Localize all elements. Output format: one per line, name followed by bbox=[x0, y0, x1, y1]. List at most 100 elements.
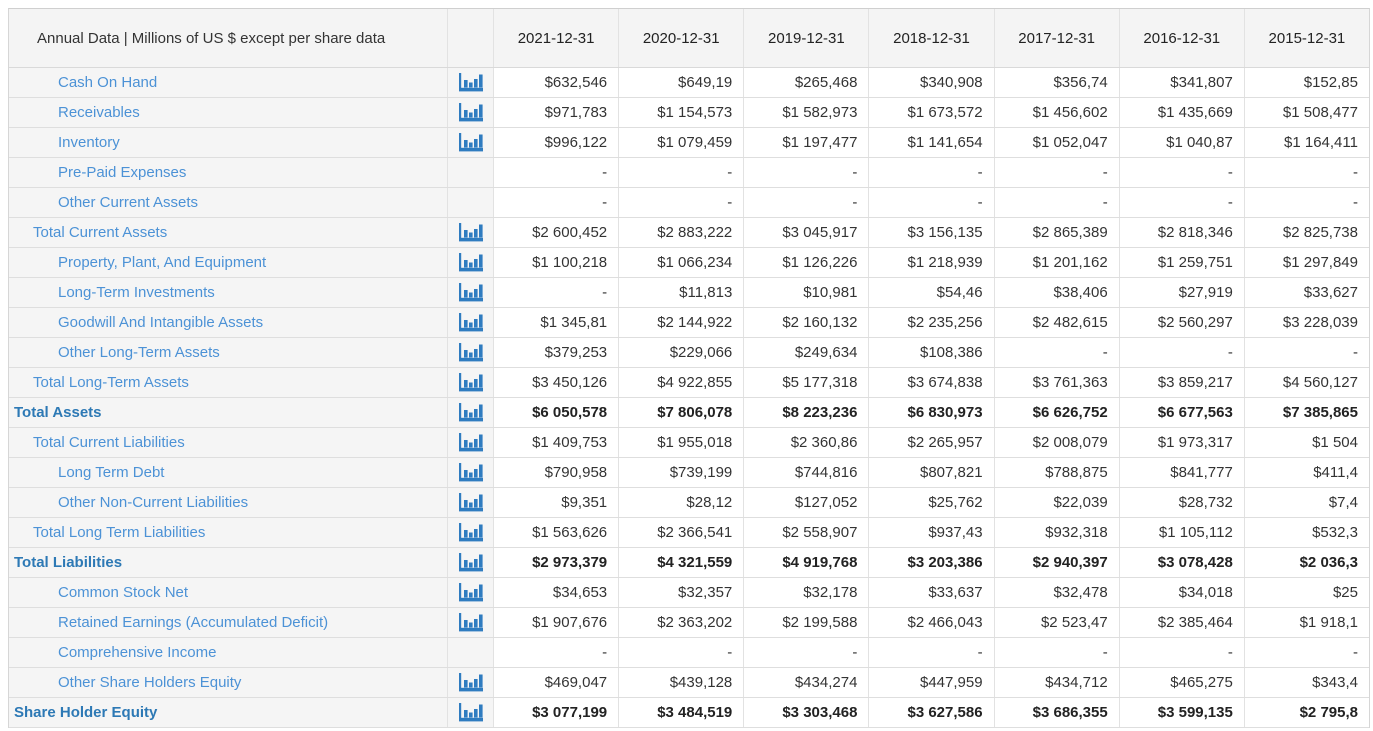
value-cell: - bbox=[618, 638, 743, 667]
value-cell: $265,468 bbox=[743, 68, 868, 97]
row-label-cell: Total Current Assets bbox=[9, 218, 447, 247]
value-cell: $25,762 bbox=[868, 488, 993, 517]
bar-chart-icon[interactable] bbox=[456, 522, 486, 544]
bar-chart-icon[interactable] bbox=[456, 462, 486, 484]
bar-chart-icon[interactable] bbox=[456, 222, 486, 244]
row-label[interactable]: Other Current Assets bbox=[58, 194, 199, 211]
bar-chart-icon[interactable] bbox=[456, 102, 486, 124]
row-label[interactable]: Total Assets bbox=[14, 404, 102, 421]
value-text: $7 385,865 bbox=[1282, 404, 1358, 421]
value-cell: $25 bbox=[1243, 578, 1369, 607]
bar-chart-icon[interactable] bbox=[456, 252, 486, 274]
value-cell: $356,74 bbox=[993, 68, 1119, 97]
value-text: $932,318 bbox=[1045, 524, 1108, 541]
value-cell: $7 385,865 bbox=[1243, 398, 1369, 427]
bar-chart-icon[interactable] bbox=[456, 582, 486, 604]
value-cell: $33,627 bbox=[1243, 278, 1369, 307]
value-cell: - bbox=[1118, 158, 1244, 187]
row-label[interactable]: Property, Plant, And Equipment bbox=[58, 254, 267, 271]
row-label[interactable]: Total Current Assets bbox=[33, 224, 168, 241]
value-cell: $807,821 bbox=[868, 458, 993, 487]
value-text: $108,386 bbox=[919, 344, 983, 361]
row-label[interactable]: Retained Earnings (Accumulated Deficit) bbox=[58, 614, 329, 631]
bar-chart-icon[interactable] bbox=[456, 282, 486, 304]
bar-chart-icon[interactable] bbox=[456, 672, 486, 694]
value-cell: $937,43 bbox=[868, 518, 993, 547]
value-text: - bbox=[977, 164, 983, 181]
table-row: Retained Earnings (Accumulated Deficit) $… bbox=[9, 608, 1369, 638]
value-text: $2 795,8 bbox=[1299, 704, 1358, 721]
value-text: - bbox=[977, 644, 983, 661]
value-cell: $4 919,768 bbox=[743, 548, 868, 577]
bar-chart-icon[interactable] bbox=[456, 492, 486, 514]
value-cell: - bbox=[743, 158, 868, 187]
row-label[interactable]: Other Share Holders Equity bbox=[58, 674, 242, 691]
table-row: Total Long Term Liabilities $1 563,626 $2 … bbox=[9, 518, 1369, 548]
bar-chart-icon[interactable] bbox=[456, 312, 486, 334]
row-label[interactable]: Other Non-Current Liabilities bbox=[58, 494, 249, 511]
bar-chart-icon[interactable] bbox=[456, 702, 486, 724]
value-cell: $2 199,588 bbox=[743, 608, 868, 637]
column-header-2016-12-31: 2016-12-31 bbox=[1118, 9, 1244, 67]
value-text: $341,807 bbox=[1170, 74, 1233, 91]
value-cell: $1 582,973 bbox=[743, 98, 868, 127]
value-text: $5 177,318 bbox=[782, 374, 858, 391]
value-text: $2 360,86 bbox=[790, 434, 858, 451]
column-header-2015-12-31: 2015-12-31 bbox=[1243, 9, 1369, 67]
chart-icon-cell bbox=[447, 98, 493, 127]
value-text: $3 599,135 bbox=[1157, 704, 1233, 721]
value-text: $1 955,018 bbox=[657, 434, 733, 451]
value-text: $34,018 bbox=[1178, 584, 1233, 601]
row-label[interactable]: Comprehensive Income bbox=[58, 644, 217, 661]
bar-chart-icon[interactable] bbox=[456, 402, 486, 424]
value-text: $25,762 bbox=[928, 494, 983, 511]
value-text: - bbox=[1227, 194, 1233, 211]
row-label[interactable]: Pre-Paid Expenses bbox=[58, 164, 187, 181]
table-row: Total Assets $6 050,578 $7 806,078 $8 223,2… bbox=[9, 398, 1369, 428]
value-text: $38,406 bbox=[1053, 284, 1108, 301]
bar-chart-icon[interactable] bbox=[456, 432, 486, 454]
bar-chart-icon[interactable] bbox=[456, 612, 486, 634]
value-cell: $2 558,907 bbox=[743, 518, 868, 547]
row-label-cell: Receivables bbox=[9, 98, 447, 127]
bar-chart-icon[interactable] bbox=[456, 132, 486, 154]
value-cell: $2 883,222 bbox=[618, 218, 743, 247]
row-label[interactable]: Inventory bbox=[58, 134, 120, 151]
value-text: $1 201,162 bbox=[1032, 254, 1108, 271]
row-label[interactable]: Long-Term Investments bbox=[58, 284, 215, 301]
bar-chart-icon[interactable] bbox=[456, 72, 486, 94]
row-label[interactable]: Other Long-Term Assets bbox=[58, 344, 220, 361]
value-cell: $3 203,386 bbox=[868, 548, 993, 577]
value-text: $2 008,079 bbox=[1032, 434, 1108, 451]
row-label-cell: Retained Earnings (Accumulated Deficit) bbox=[9, 608, 447, 637]
value-cell: $2 144,922 bbox=[618, 308, 743, 337]
row-label-cell: Other Long-Term Assets bbox=[9, 338, 447, 367]
row-label[interactable]: Cash On Hand bbox=[58, 74, 158, 91]
bar-chart-icon[interactable] bbox=[456, 552, 486, 574]
value-cell: $971,783 bbox=[493, 98, 618, 127]
value-text: $3 484,519 bbox=[657, 704, 733, 721]
row-label[interactable]: Total Long-Term Assets bbox=[33, 374, 189, 391]
chart-icon-cell bbox=[447, 68, 493, 97]
row-label-cell: Pre-Paid Expenses bbox=[9, 158, 447, 187]
row-label[interactable]: Total Current Liabilities bbox=[33, 434, 185, 451]
value-text: $3 686,355 bbox=[1032, 704, 1108, 721]
row-label[interactable]: Total Long Term Liabilities bbox=[33, 524, 206, 541]
value-text: $411,4 bbox=[1313, 464, 1358, 481]
value-cell: $1 218,939 bbox=[868, 248, 993, 277]
row-label-cell: Share Holder Equity bbox=[9, 698, 447, 727]
value-text: $1 126,226 bbox=[782, 254, 858, 271]
bar-chart-icon[interactable] bbox=[456, 372, 486, 394]
row-label[interactable]: Total Liabilities bbox=[14, 554, 123, 571]
value-text: - bbox=[602, 284, 608, 301]
bar-chart-icon[interactable] bbox=[456, 342, 486, 364]
value-cell: - bbox=[993, 158, 1119, 187]
value-text: $1 040,87 bbox=[1166, 134, 1233, 151]
row-label[interactable]: Common Stock Net bbox=[58, 584, 189, 601]
row-label[interactable]: Long Term Debt bbox=[58, 464, 165, 481]
row-label[interactable]: Goodwill And Intangible Assets bbox=[58, 314, 264, 331]
value-cell: $2 363,202 bbox=[618, 608, 743, 637]
value-cell: $127,052 bbox=[743, 488, 868, 517]
row-label[interactable]: Receivables bbox=[58, 104, 140, 121]
row-label[interactable]: Share Holder Equity bbox=[14, 704, 158, 721]
